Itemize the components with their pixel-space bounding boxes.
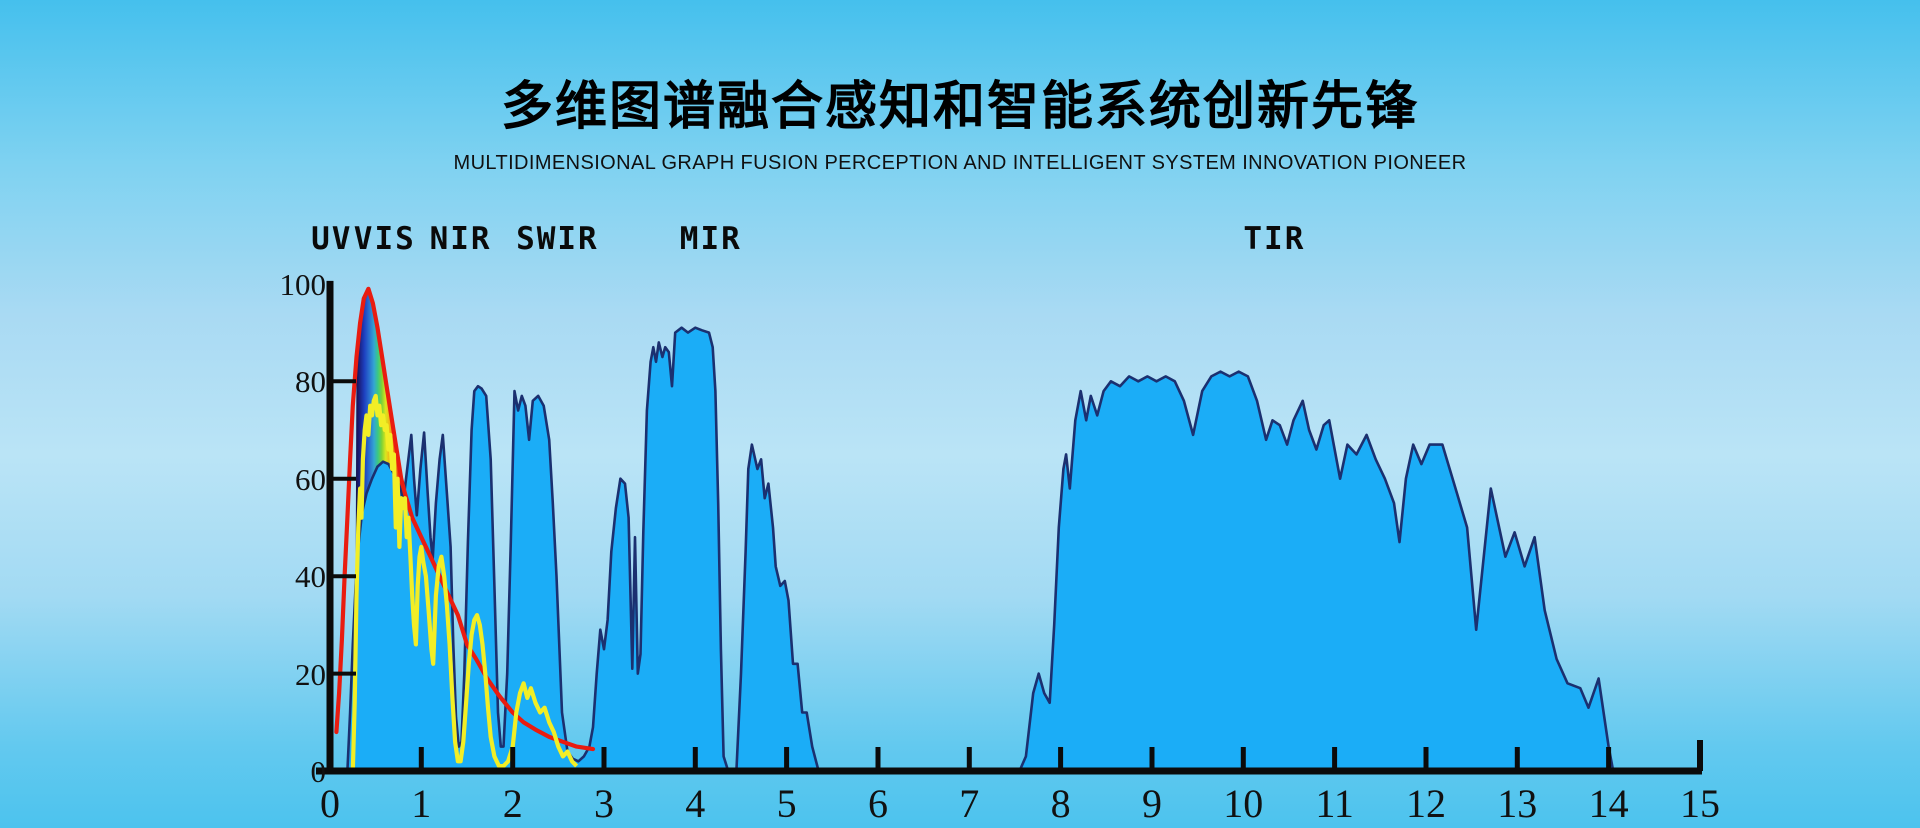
x-tick-label-13: 13: [1497, 781, 1538, 826]
band-label-tir: TIR: [1243, 221, 1306, 257]
x-tick-label-8: 8: [1050, 781, 1071, 826]
band-label-vis: VIS: [353, 221, 416, 257]
y-tick-label-0: 0: [310, 754, 327, 789]
x-tick-label-15: 15: [1680, 781, 1720, 826]
band-label-mir: MIR: [679, 221, 742, 257]
x-tick-label-0: 0: [320, 781, 340, 826]
band-label-uv: UV: [311, 221, 353, 257]
x-tick-label-3: 3: [594, 781, 614, 826]
y-tick-label-20: 20: [295, 656, 326, 692]
x-tick-label-12: 12: [1406, 781, 1446, 826]
x-tick-label-10: 10: [1223, 781, 1264, 826]
atmospheric-windows-outline: [346, 326, 1615, 773]
atmospheric-windows-area: [347, 327, 1614, 771]
x-tick-label-1: 1: [411, 781, 432, 826]
x-tick-label-14: 14: [1588, 781, 1629, 826]
y-tick-label-40: 40: [295, 559, 326, 595]
page-subtitle: MULTIDIMENSIONAL GRAPH FUSION PERCEPTION…: [453, 152, 1467, 174]
x-tick-label-11: 11: [1315, 781, 1354, 826]
x-tick-label-9: 9: [1142, 781, 1162, 826]
y-tick-label-80: 80: [295, 364, 326, 400]
y-tick-label-60: 60: [295, 461, 326, 497]
band-label-swir: SWIR: [516, 221, 599, 257]
x-tick-label-2: 2: [502, 781, 523, 826]
x-tick-label-4: 4: [685, 781, 706, 826]
band-label-nir: NIR: [429, 221, 492, 257]
visible-spectrum-gradient-lens: [355, 288, 405, 586]
page-title: 多维图谱融合感知和智能系统创新先锋: [500, 78, 1419, 136]
x-tick-label-7: 7: [959, 781, 980, 826]
solar-curve: [350, 393, 579, 772]
x-tick-label-5: 5: [776, 781, 797, 826]
x-tick-label-6: 6: [868, 781, 888, 826]
y-tick-label-100: 100: [279, 266, 327, 302]
